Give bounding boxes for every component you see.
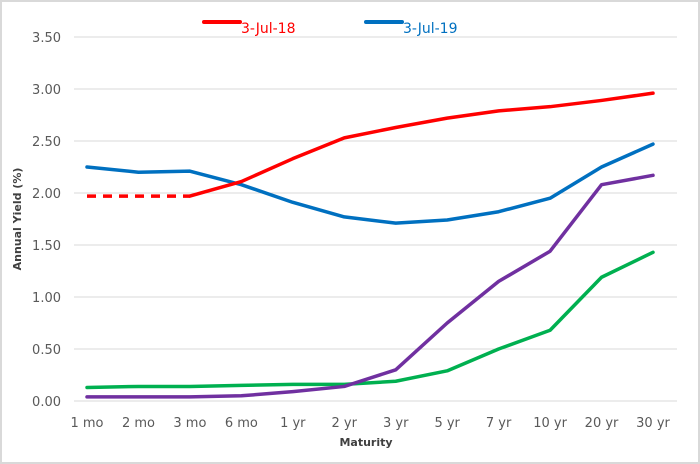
x-tick-label: 3 yr <box>383 416 409 431</box>
x-tick-label: 6 mo <box>225 416 258 431</box>
legend: 3-Jul-18 3-Jul-19 <box>202 20 458 37</box>
x-tick-label: 2 yr <box>332 416 358 431</box>
x-tick-label: 3 mo <box>173 416 206 431</box>
legend-label-3-jul-18: 3-Jul-18 <box>241 21 296 37</box>
y-tick-label: 2.00 <box>32 187 61 202</box>
y-axis-title: Annual Yield (%) <box>11 168 24 271</box>
x-tick-label: 5 yr <box>434 416 460 431</box>
data-series <box>85 91 655 399</box>
x-tick-label: 10 yr <box>533 416 567 431</box>
x-tick-label: 20 yr <box>585 416 619 431</box>
series-line <box>188 91 655 198</box>
x-tick-label: 1 mo <box>70 416 103 431</box>
y-tick-label: 1.00 <box>32 291 61 306</box>
y-axis-ticks: 0.00 0.50 1.00 1.50 2.00 2.50 3.00 3.50 <box>32 31 61 410</box>
x-axis-title: Maturity <box>339 436 392 449</box>
series-line <box>85 142 655 225</box>
x-tick-label: 7 yr <box>486 416 512 431</box>
gridlines <box>74 36 677 402</box>
legend-label-3-jul-19: 3-Jul-19 <box>403 21 458 37</box>
series-line <box>85 173 655 399</box>
y-tick-label: 0.00 <box>32 395 61 410</box>
y-tick-label: 3.00 <box>32 83 61 98</box>
y-tick-label: 3.50 <box>32 31 61 46</box>
series-line <box>85 250 655 390</box>
x-axis-ticks: 1 mo 2 mo 3 mo 6 mo 1 yr 2 yr 3 yr 5 yr 7 yr 10 y… <box>70 416 670 431</box>
x-tick-label: 30 yr <box>636 416 670 431</box>
y-tick-label: 1.50 <box>32 239 61 254</box>
y-tick-label: 0.50 <box>32 343 61 358</box>
x-tick-label: 1 yr <box>280 416 306 431</box>
x-tick-label: 2 mo <box>122 416 155 431</box>
y-tick-label: 2.50 <box>32 135 61 150</box>
